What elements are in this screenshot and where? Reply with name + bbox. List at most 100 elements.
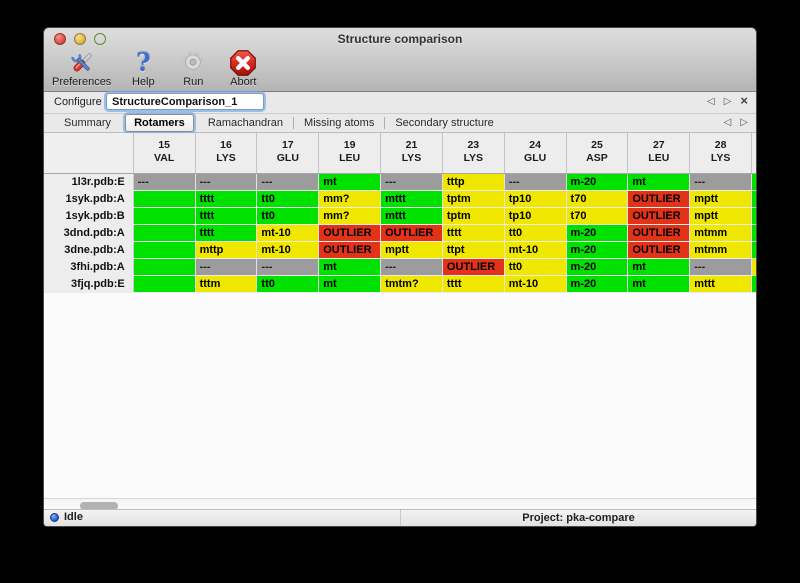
rotamer-cell[interactable]: tttt [195,225,258,241]
rotamer-cell[interactable] [133,259,196,275]
rotamer-cell[interactable]: --- [195,259,258,275]
rotamer-cell[interactable] [133,276,196,292]
back-arrow-icon[interactable]: ◁ [723,117,732,128]
rotamer-cell[interactable]: tmtm? [381,276,443,292]
rotamer-cell[interactable]: mt-10 [257,242,320,258]
rotamer-cell[interactable]: tttt [442,276,505,292]
rotamer-cell[interactable]: OUTLIER [381,225,443,241]
rotamer-cell[interactable]: tt0 [504,259,567,275]
row-label[interactable]: 1syk.pdb:B [44,208,134,224]
rotamer-cell[interactable]: tttt [195,208,258,224]
rotamer-cell[interactable]: tp10 [504,208,567,224]
rotamer-cell[interactable]: tttt [195,191,258,207]
rotamer-cell[interactable]: tttt [442,225,505,241]
rotamer-cell[interactable]: tptm [442,191,505,207]
rotamer-cell[interactable]: --- [381,174,443,190]
rotamer-cell[interactable]: mptt [690,208,753,224]
run-button[interactable]: Run [175,49,211,88]
rotamer-cell[interactable]: OUTLIER [319,242,382,258]
rotamer-cell[interactable]: mm? [319,208,382,224]
row-label[interactable]: 3dne.pdb:A [44,242,134,258]
column-header[interactable]: 21 LYS [381,133,443,173]
scrollbar-thumb[interactable] [80,502,118,510]
rotamer-cell[interactable]: mtmm [690,242,753,258]
rotamer-cell[interactable]: mttt [690,276,753,292]
row-label[interactable]: 1syk.pdb:A [44,191,134,207]
rotamer-cell[interactable]: OUTLIER [628,208,691,224]
close-window-button[interactable] [54,33,66,45]
column-header[interactable]: 28 LYS [690,133,753,173]
row-label[interactable]: 3fhi.pdb:A [44,259,134,275]
zoom-window-button[interactable] [94,33,106,45]
rotamer-cell[interactable]: tp10 [504,191,567,207]
close-icon[interactable]: × [740,93,748,108]
rotamer-cell[interactable]: mtmm [690,225,753,241]
rotamer-cell[interactable]: m-20 [566,242,629,258]
preferences-button[interactable]: Preferences [52,49,111,88]
rotamer-cell[interactable]: m-20 [566,174,629,190]
rotamer-cell[interactable]: --- [381,259,443,275]
rotamer-cell[interactable]: tttm [195,276,258,292]
rotamer-cell[interactable] [133,208,196,224]
row-label[interactable]: 1l3r.pdb:E [44,174,134,190]
rotamer-cell[interactable]: m-20 [566,259,629,275]
column-header[interactable]: 27 LEU [628,133,691,173]
rotamer-cell[interactable]: OUTLIER [628,225,691,241]
rotamer-cell[interactable]: mt-10 [257,225,320,241]
rotamer-cell[interactable]: tttp [442,174,505,190]
help-button[interactable]: ? Help [125,49,161,89]
column-header[interactable]: 24 GLU [505,133,567,173]
rotamer-cell[interactable]: tt0 [257,208,320,224]
rotamer-cell[interactable]: mt [628,174,691,190]
rotamer-cell[interactable]: mttt [381,208,443,224]
forward-arrow-icon[interactable]: ▷ [740,117,748,128]
rotamer-cell[interactable]: mt [319,259,382,275]
rotamer-cell[interactable]: OUTLIER [628,191,691,207]
rotamer-cell[interactable]: tt0 [257,191,320,207]
rotamer-cell[interactable]: OUTLIER [319,225,382,241]
column-header[interactable]: 23 LYS [443,133,505,173]
rotamer-cell[interactable]: mt [319,174,382,190]
rotamer-cell[interactable]: tptm [442,208,505,224]
rotamer-cell[interactable]: OUTLIER [628,242,691,258]
forward-arrow-icon[interactable]: ▷ [723,96,732,107]
minimize-window-button[interactable] [74,33,86,45]
column-header[interactable]: 25 ASP [567,133,629,173]
rotamer-cell[interactable]: t70 [566,191,629,207]
rotamer-cell[interactable]: mt [628,259,691,275]
column-header[interactable]: 15 VAL [134,133,196,173]
rotamer-cell[interactable]: mptt [690,191,753,207]
rotamer-cell[interactable]: ttpt [442,242,505,258]
tab-missing-atoms[interactable]: Missing atoms [304,117,375,129]
rotamer-cell[interactable]: mt-10 [504,242,567,258]
row-label[interactable]: 3fjq.pdb:E [44,276,134,292]
rotamer-cell[interactable]: mttp [195,242,258,258]
rotamer-cell[interactable]: tt0 [257,276,320,292]
rotamer-cell[interactable]: --- [133,174,196,190]
column-header[interactable]: 19 LEU [319,133,382,173]
rotamer-cell[interactable]: --- [690,259,753,275]
rotamer-cell[interactable]: mptt [381,242,443,258]
rotamer-cell[interactable]: --- [195,174,258,190]
rotamer-cell[interactable]: --- [504,174,567,190]
back-arrow-icon[interactable]: ◁ [707,96,715,107]
rotamer-cell[interactable] [133,191,196,207]
rotamer-cell[interactable]: t70 [566,208,629,224]
tab-rotamers[interactable]: Rotamers [125,114,194,132]
row-label[interactable]: 3dnd.pdb:A [44,225,134,241]
configure-name-input[interactable] [106,93,264,110]
abort-button[interactable]: Abort [225,49,261,88]
rotamer-cell[interactable]: --- [257,259,320,275]
column-header[interactable]: 16 LYS [196,133,258,173]
rotamer-cell[interactable] [133,225,196,241]
column-header[interactable]: 17 GLU [257,133,320,173]
rotamer-cell[interactable]: tt0 [504,225,567,241]
rotamer-cell[interactable]: mt [319,276,382,292]
tab-ramachandran[interactable]: Ramachandran [207,117,284,129]
tab-summary[interactable]: Summary [64,117,112,129]
rotamer-cell[interactable]: mt [628,276,691,292]
rotamer-cell[interactable]: m-20 [566,276,629,292]
rotamer-cell[interactable]: --- [690,174,753,190]
rotamer-cell[interactable]: --- [257,174,320,190]
rotamer-cell[interactable]: OUTLIER [442,259,505,275]
